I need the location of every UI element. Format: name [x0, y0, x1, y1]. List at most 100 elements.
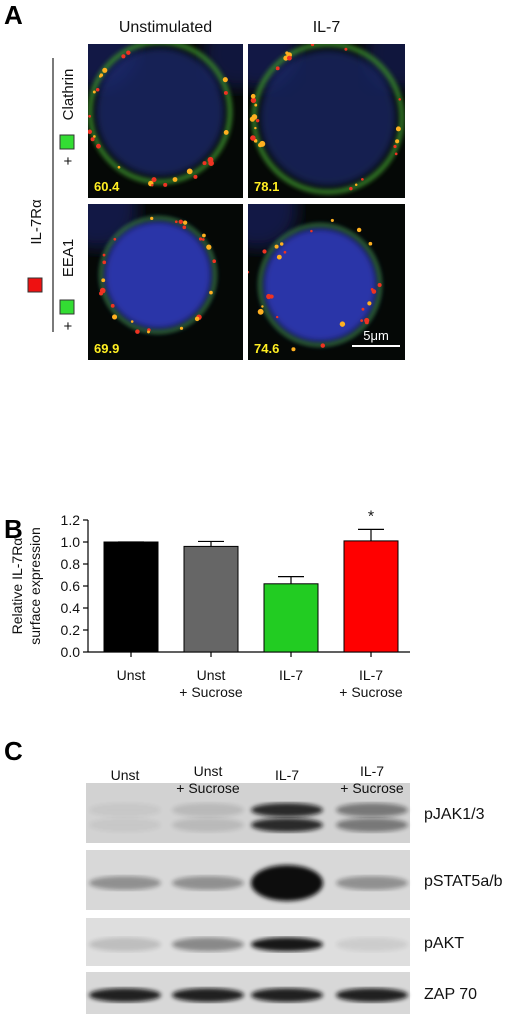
nucleus: [262, 227, 378, 343]
blot-label: pAKT: [424, 935, 464, 952]
puncta: [98, 74, 102, 78]
blot-band: [89, 988, 161, 1003]
puncta: [257, 308, 264, 315]
y-tick-label: 0.6: [61, 578, 81, 594]
lane-label: Unst: [110, 767, 140, 783]
coloc-value: 78.1: [254, 179, 279, 194]
blot-band: [336, 937, 408, 952]
panel-label: C: [4, 736, 23, 766]
lane-label: IL-7 + Sucrose: [340, 763, 404, 796]
blot-band: [251, 988, 323, 1003]
puncta: [212, 259, 217, 263]
puncta: [250, 97, 257, 104]
puncta: [279, 242, 284, 246]
bar: [263, 583, 319, 653]
puncta: [130, 320, 134, 323]
puncta: [113, 237, 117, 241]
blot-band: [89, 937, 161, 952]
puncta: [248, 270, 250, 274]
puncta: [102, 260, 107, 265]
puncta: [102, 253, 106, 257]
blot-band: [336, 818, 408, 832]
puncta: [356, 227, 362, 233]
puncta: [344, 47, 348, 51]
puncta: [90, 137, 95, 142]
puncta: [275, 315, 279, 319]
blot-band: [336, 803, 408, 817]
blot-label: pJAK1/3: [424, 806, 485, 823]
coloc-value: 74.6: [254, 341, 279, 356]
puncta: [367, 301, 372, 306]
coloc-value: 69.9: [94, 341, 119, 356]
puncta: [209, 290, 213, 295]
y-tick-label: 1.0: [61, 534, 81, 550]
puncta: [310, 229, 313, 233]
puncta: [93, 135, 96, 138]
puncta: [182, 220, 188, 225]
x-tick-label: Unst: [116, 667, 146, 683]
nucleus: [95, 47, 225, 177]
puncta: [163, 182, 168, 187]
puncta: [110, 303, 115, 308]
puncta: [310, 44, 315, 47]
puncta: [349, 186, 353, 191]
blot-band: [89, 803, 161, 817]
scale-label: 5μm: [363, 328, 389, 343]
puncta: [395, 139, 400, 144]
y-tick-label: 0.2: [61, 622, 81, 638]
membrane: [99, 216, 217, 334]
puncta: [117, 165, 121, 169]
nucleus: [259, 49, 397, 187]
puncta: [202, 233, 206, 238]
legend-swatch: [59, 299, 75, 315]
puncta: [283, 250, 287, 254]
puncta: [126, 50, 131, 55]
puncta: [276, 254, 282, 260]
lane-label: IL-7: [274, 767, 300, 783]
puncta: [88, 114, 92, 118]
puncta: [182, 225, 187, 230]
blot-band: [336, 988, 408, 1003]
membrane: [88, 44, 233, 185]
puncta: [88, 129, 93, 135]
puncta: [274, 244, 279, 249]
puncta: [368, 241, 373, 246]
puncta: [330, 218, 334, 222]
puncta: [208, 160, 214, 167]
panel-label: B: [4, 514, 23, 544]
puncta: [283, 55, 289, 61]
y-tick-label: 0.8: [61, 556, 81, 572]
puncta: [361, 177, 364, 181]
blot-strip: [86, 783, 410, 843]
puncta: [223, 130, 229, 135]
bar: [183, 545, 239, 653]
puncta: [361, 307, 365, 311]
puncta: [320, 343, 326, 348]
puncta: [393, 144, 397, 149]
puncta: [370, 287, 374, 291]
blot-strip: [86, 918, 410, 966]
puncta: [99, 291, 104, 296]
puncta: [223, 90, 228, 95]
y-tick-label: 0.4: [61, 600, 81, 616]
puncta: [251, 114, 258, 120]
micrograph: [248, 204, 405, 360]
puncta: [172, 177, 178, 182]
puncta: [92, 90, 96, 94]
blot-band: [251, 803, 323, 817]
puncta: [259, 140, 266, 147]
blot-band: [172, 818, 244, 832]
micrograph: [248, 44, 405, 198]
y-tick-label: 0.0: [61, 644, 81, 660]
puncta: [339, 321, 346, 327]
blot-strip: [86, 850, 410, 910]
puncta: [275, 66, 280, 71]
puncta: [364, 317, 370, 323]
blot-band: [172, 937, 244, 952]
puncta: [261, 305, 264, 308]
puncta: [377, 283, 382, 288]
puncta: [254, 126, 257, 130]
puncta: [354, 183, 358, 186]
puncta: [186, 168, 193, 175]
